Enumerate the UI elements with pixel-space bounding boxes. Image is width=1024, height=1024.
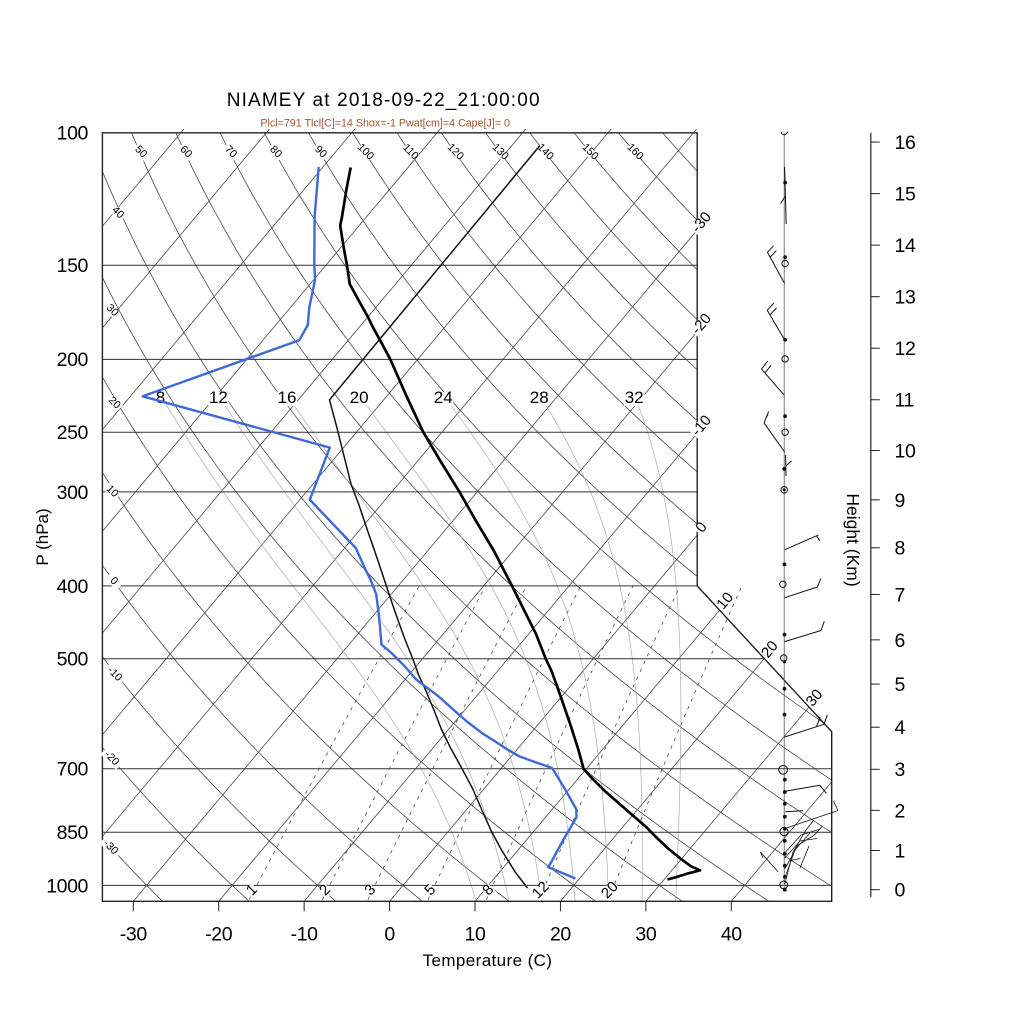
- svg-text:-20: -20: [205, 923, 233, 945]
- svg-text:3: 3: [895, 759, 905, 781]
- svg-text:500: 500: [57, 649, 89, 671]
- svg-text:20: 20: [550, 923, 571, 945]
- svg-text:20: 20: [350, 388, 369, 407]
- svg-text:12: 12: [895, 338, 916, 360]
- svg-text:10: 10: [895, 440, 916, 462]
- svg-text:0: 0: [384, 923, 395, 945]
- svg-text:100: 100: [57, 123, 89, 145]
- svg-text:30: 30: [635, 923, 656, 945]
- svg-text:200: 200: [57, 349, 89, 371]
- svg-text:28: 28: [530, 388, 549, 407]
- svg-text:700: 700: [57, 759, 89, 781]
- svg-text:NIAMEY at 2018-09-22_21:00:00: NIAMEY at 2018-09-22_21:00:00: [227, 90, 541, 111]
- svg-text:850: 850: [57, 822, 89, 844]
- svg-text:300: 300: [57, 482, 89, 504]
- svg-text:24: 24: [434, 388, 453, 407]
- svg-text:-30: -30: [120, 923, 148, 945]
- svg-text:15: 15: [895, 184, 916, 206]
- svg-text:Temperature (C): Temperature (C): [423, 951, 553, 970]
- svg-text:16: 16: [278, 388, 297, 407]
- svg-text:0: 0: [895, 880, 906, 902]
- svg-text:-10: -10: [291, 923, 319, 945]
- svg-text:40: 40: [721, 923, 742, 945]
- svg-text:8: 8: [156, 388, 165, 407]
- svg-text:Height (Km): Height (Km): [843, 493, 863, 586]
- svg-text:14: 14: [895, 235, 916, 257]
- svg-text:16: 16: [895, 132, 916, 154]
- svg-text:8: 8: [895, 538, 905, 560]
- svg-text:Plcl=791 Tlcl[C]=14 Shox=-1 Pw: Plcl=791 Tlcl[C]=14 Shox=-1 Pwat[cm]=4 C…: [260, 118, 510, 130]
- svg-text:10: 10: [465, 923, 486, 945]
- svg-text:4: 4: [895, 717, 906, 739]
- svg-text:32: 32: [625, 388, 644, 407]
- svg-text:11: 11: [895, 390, 914, 412]
- svg-text:400: 400: [57, 576, 89, 598]
- svg-text:P (hPa): P (hPa): [33, 508, 52, 565]
- svg-text:13: 13: [895, 287, 916, 309]
- svg-text:1: 1: [895, 840, 905, 862]
- svg-text:1000: 1000: [46, 875, 88, 897]
- svg-text:250: 250: [57, 422, 89, 444]
- svg-text:6: 6: [895, 630, 905, 652]
- svg-text:12: 12: [209, 388, 228, 407]
- svg-text:150: 150: [57, 255, 89, 277]
- svg-text:2: 2: [895, 800, 905, 822]
- svg-text:9: 9: [895, 490, 905, 512]
- svg-text:5: 5: [895, 674, 906, 696]
- svg-text:7: 7: [895, 584, 905, 606]
